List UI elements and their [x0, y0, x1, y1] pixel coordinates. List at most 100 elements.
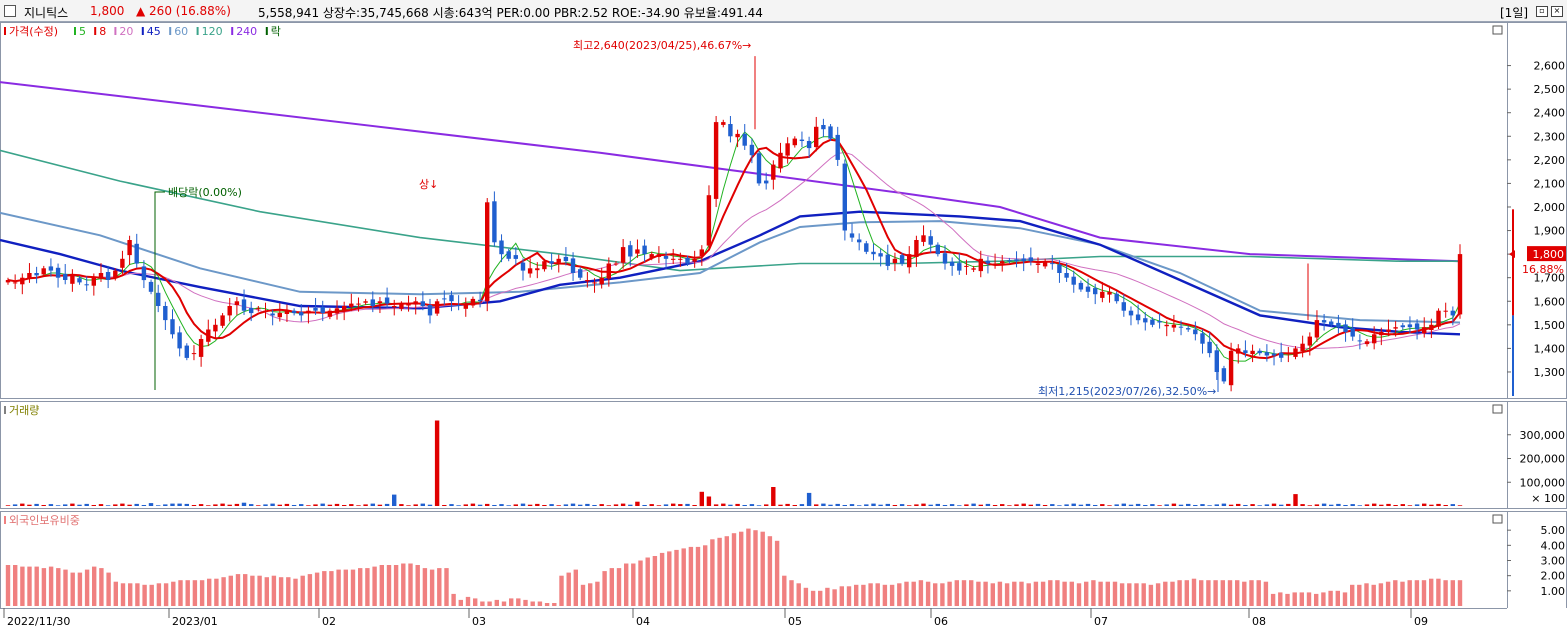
- volume-bar: [713, 504, 719, 506]
- volume-bar: [892, 505, 898, 506]
- volume-bar: [756, 505, 762, 506]
- candle-body: [234, 301, 240, 306]
- candle-body: [663, 256, 669, 259]
- foreign-bar: [1400, 581, 1405, 606]
- candle-body: [1157, 321, 1162, 323]
- candle-body: [885, 254, 890, 266]
- candle-body: [342, 306, 347, 311]
- restore-icon[interactable]: ▫: [1536, 6, 1548, 17]
- candle-body: [456, 305, 461, 306]
- volume-bar: [914, 504, 919, 506]
- volume-bar: [556, 505, 561, 506]
- foreign-bar: [882, 584, 888, 606]
- foreign-bar: [681, 548, 686, 606]
- axis-frame: [1507, 511, 1567, 609]
- volume-bar: [628, 504, 633, 506]
- candle-body: [1171, 324, 1177, 328]
- candle-body: [370, 299, 375, 306]
- volume-bar: [563, 504, 569, 506]
- candle-body: [792, 138, 797, 146]
- x-tick-label: 06: [934, 615, 948, 628]
- candle-body: [1357, 340, 1362, 342]
- foreign-bar: [1199, 580, 1204, 606]
- candle-body: [98, 273, 104, 278]
- volume-bar: [1279, 504, 1284, 506]
- foreign-bar: [149, 584, 154, 606]
- volume-bar: [270, 503, 275, 506]
- candle-body: [1042, 261, 1048, 267]
- candle-body: [1071, 276, 1076, 285]
- candle-body: [656, 254, 662, 257]
- foreign-bar: [739, 531, 744, 606]
- y-tick-label: 2.00: [1541, 570, 1566, 583]
- candle-body: [334, 308, 340, 314]
- candle-body: [191, 353, 197, 355]
- volume-bar: [1364, 504, 1370, 506]
- foreign-bar: [286, 577, 291, 606]
- foreign-bar: [142, 584, 147, 606]
- foreign-bar: [365, 568, 370, 606]
- volume-bar: [520, 503, 526, 506]
- volume-bar: [399, 504, 404, 506]
- volume-bar: [163, 504, 168, 506]
- candle-body: [327, 310, 333, 317]
- volume-bar: [992, 505, 998, 506]
- volume-bar: [692, 505, 697, 506]
- candle-body: [1293, 348, 1298, 357]
- candle-body: [549, 261, 554, 264]
- legend-swatch: [94, 27, 97, 35]
- foreign-bar: [278, 577, 284, 606]
- foreign-bar: [1436, 578, 1441, 606]
- volume-bar: [170, 503, 175, 506]
- candle-body: [985, 260, 991, 264]
- volume-bar: [1271, 503, 1277, 506]
- foreign-bar: [1421, 580, 1427, 606]
- volume-bar: [1042, 505, 1048, 506]
- period-selector[interactable]: [1일]: [1500, 6, 1529, 20]
- x-tick-label: 08: [1252, 615, 1266, 628]
- volume-bar: [463, 504, 468, 506]
- volume-bar: [370, 503, 375, 506]
- candle-body: [699, 249, 704, 256]
- candle-body: [492, 201, 497, 243]
- foreign-bar: [767, 536, 773, 606]
- volume-bar: [306, 505, 311, 506]
- volume-bar: [320, 503, 325, 506]
- volume-bar: [585, 503, 590, 506]
- volume-bar: [513, 504, 518, 506]
- panel-min-icon: [1492, 404, 1503, 414]
- candle-body: [70, 275, 75, 284]
- candle-body: [892, 258, 898, 263]
- foreign-bar: [163, 583, 169, 607]
- volume-bar: [849, 504, 855, 506]
- foreign-bar: [1012, 581, 1017, 606]
- volume-bar: [1214, 504, 1219, 506]
- candle-body: [506, 251, 511, 259]
- candle-body: [1207, 341, 1212, 354]
- volume-bar: [606, 505, 611, 506]
- candle-body: [1200, 333, 1205, 344]
- change-tag-label: 16.88%: [1522, 263, 1564, 276]
- candle-body: [1336, 322, 1341, 328]
- checkbox[interactable]: [4, 5, 16, 17]
- foreign-bar: [77, 572, 83, 606]
- candle-body: [55, 267, 61, 278]
- volume-bar: [742, 505, 747, 506]
- volume-bar: [98, 504, 104, 506]
- candle-body: [563, 256, 569, 262]
- legend-item: 8: [99, 25, 106, 38]
- volume-bar: [578, 504, 583, 506]
- foreign-bar: [487, 601, 492, 606]
- volume-bar: [63, 504, 68, 506]
- foreign-bar: [904, 581, 909, 606]
- legend-item: 20: [119, 25, 133, 38]
- foreign-bar: [408, 563, 413, 606]
- foreign-bar: [34, 566, 39, 606]
- candle-body: [1300, 343, 1305, 352]
- close-icon[interactable]: ×: [1551, 6, 1563, 17]
- y-tick-label: 1,600: [1534, 295, 1566, 308]
- candle-body: [1429, 324, 1434, 330]
- volume-bar: [434, 420, 440, 506]
- foreign-bar: [343, 569, 348, 606]
- volume-bar: [1300, 504, 1305, 506]
